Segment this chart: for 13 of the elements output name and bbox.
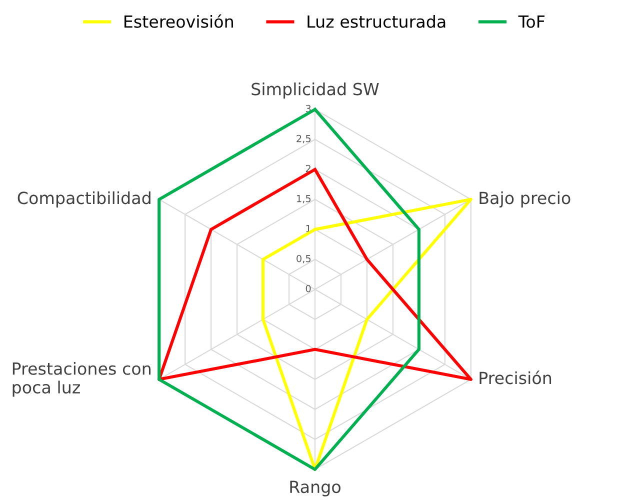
- y-tick-label: 2,5: [296, 134, 311, 144]
- legend-label: Luz estructurada: [308, 15, 446, 28]
- legend-label: ToF: [518, 16, 544, 28]
- spoke-label: Precisión: [480, 370, 552, 384]
- spoke-label: Simplicidad SW: [252, 82, 379, 99]
- legend-label: Estereovisión: [124, 14, 233, 28]
- y-tick-label: 0: [306, 284, 311, 292]
- spoke-label: Prestaciones con poca luz: [12, 362, 150, 397]
- spoke-label: Rango: [290, 480, 340, 496]
- spoke-label: Bajo precio: [480, 191, 570, 208]
- spoke-label: Compactibilidad: [18, 191, 150, 208]
- y-tick-label: 1,5: [297, 195, 311, 204]
- y-tick-label: 0,5: [296, 254, 311, 264]
